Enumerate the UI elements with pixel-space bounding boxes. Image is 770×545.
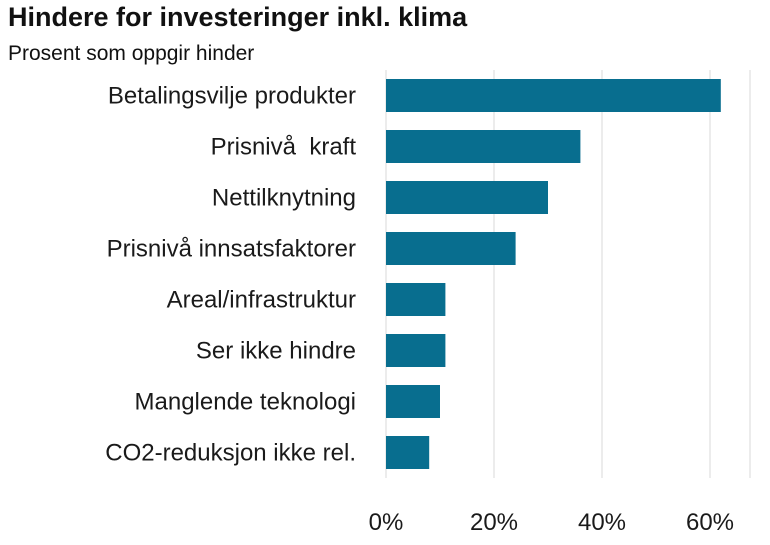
category-label: CO2-reduksjon ikke rel. bbox=[105, 440, 356, 467]
category-labels: Betalingsvilje produkter Prisnivå kraft Ne… bbox=[105, 83, 356, 467]
category-label: Prisnivå innsatsfaktorer bbox=[107, 236, 356, 263]
bar bbox=[386, 232, 516, 265]
x-tick-label: 40% bbox=[578, 509, 626, 536]
bar bbox=[386, 385, 440, 418]
x-tick-labels: 0% 20% 40% 60% bbox=[369, 509, 734, 536]
category-label: Nettilknytning bbox=[212, 185, 356, 212]
x-tick-label: 60% bbox=[686, 509, 734, 536]
category-label: Betalingsvilje produkter bbox=[108, 83, 356, 110]
category-label: Manglende teknologi bbox=[135, 389, 357, 416]
category-label: Prisnivå kraft bbox=[211, 134, 357, 161]
bar bbox=[386, 334, 446, 367]
x-tick-label: 0% bbox=[369, 509, 404, 536]
bar bbox=[386, 181, 548, 214]
bar bbox=[386, 130, 581, 163]
chart-title: Hindere for investeringer inkl. klima bbox=[8, 2, 468, 32]
category-label: Areal/infrastruktur bbox=[167, 287, 356, 314]
bar bbox=[386, 79, 721, 112]
x-tick-label: 20% bbox=[470, 509, 518, 536]
category-label: Ser ikke hindre bbox=[196, 338, 356, 365]
bars bbox=[386, 79, 721, 469]
bar bbox=[386, 436, 430, 469]
chart-subtitle: Prosent som oppgir hinder bbox=[8, 42, 255, 65]
bar bbox=[386, 283, 446, 316]
